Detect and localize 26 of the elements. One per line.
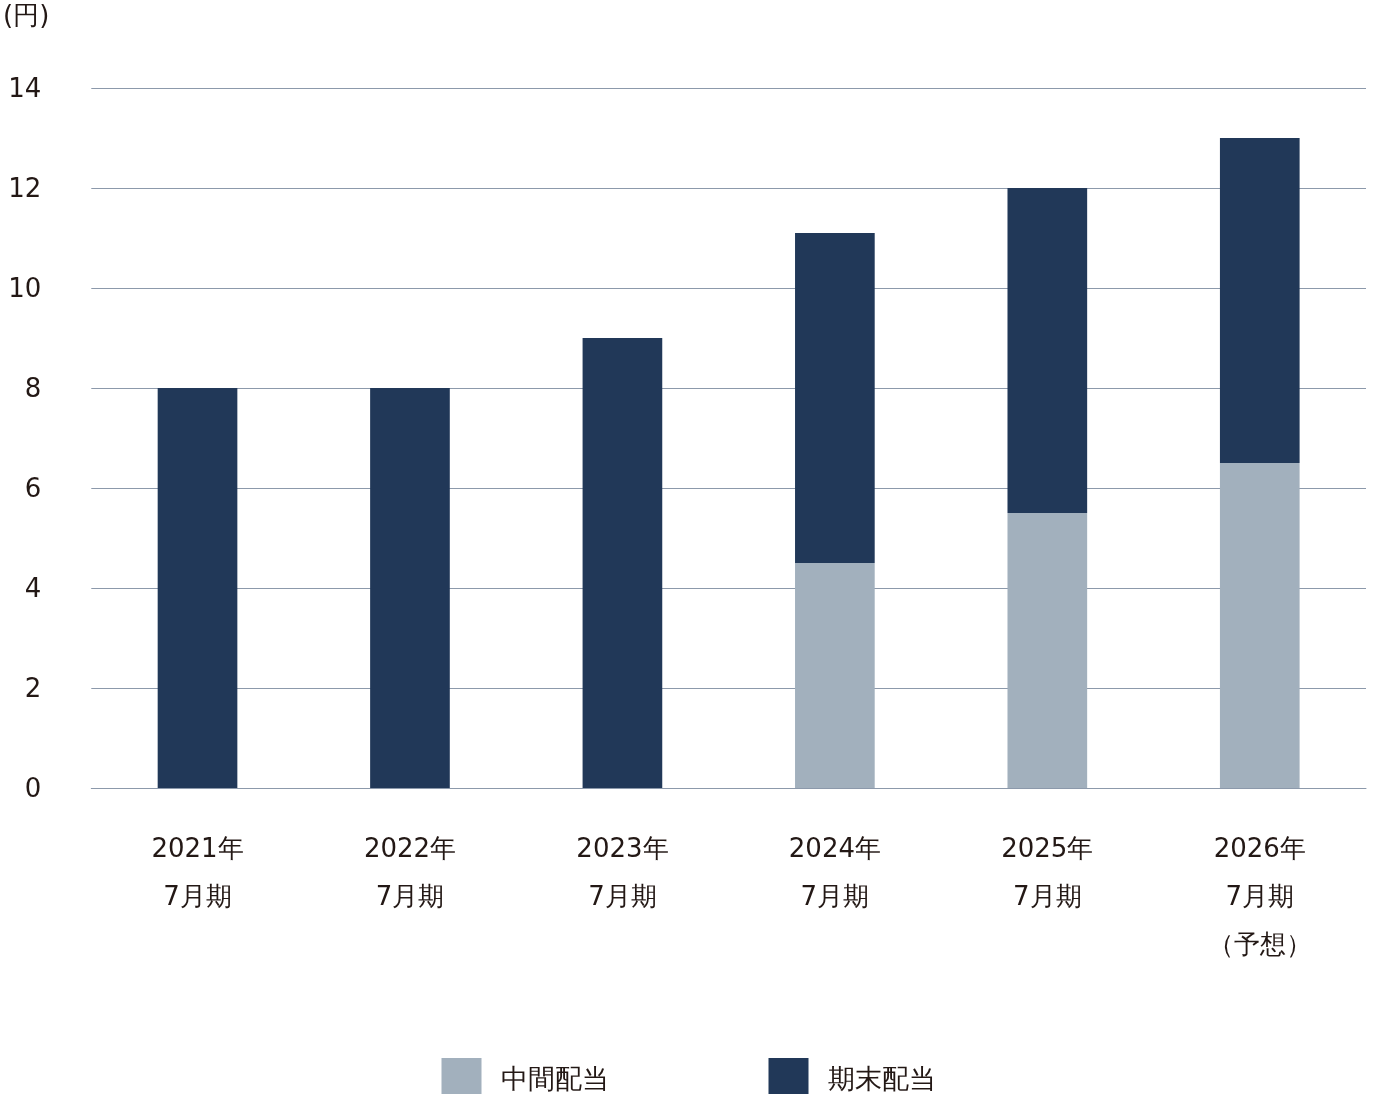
- bar: [582, 338, 663, 788]
- x-tick-label: 2026年 7月期（予想）: [1207, 833, 1312, 959]
- y-tick-label: 6: [24, 473, 42, 503]
- y-tick-label: 12: [8, 173, 42, 203]
- bar: [795, 563, 875, 788]
- x-tick-label: 2022年 7月期: [363, 833, 457, 911]
- y-axis-title: (円): [2, 0, 50, 30]
- x-tick-label: 2023年 7月期: [576, 833, 669, 911]
- y-tick-label: 8: [24, 373, 42, 403]
- bar: [1219, 463, 1300, 788]
- x-tick-label: 2025年 7月期: [1001, 833, 1094, 911]
- bar: [1007, 188, 1088, 513]
- y-tick-label: 0: [24, 773, 42, 803]
- bar: [157, 388, 238, 788]
- y-tick-label: 14: [8, 73, 42, 103]
- y-tick-label: 4: [24, 573, 42, 603]
- legend-label: 期末配当: [827, 1062, 936, 1094]
- bar: [1007, 513, 1088, 788]
- y-tick-label: 10: [8, 273, 42, 303]
- x-tick-label: 2024年 7月期: [788, 833, 881, 911]
- x-tick-label: 2021年 7月期: [151, 833, 244, 911]
- bar: [1219, 138, 1300, 463]
- y-tick-label: 2: [24, 673, 42, 703]
- bar: [795, 233, 875, 563]
- bar: [370, 388, 450, 788]
- legend-label: 中間配当: [500, 1062, 609, 1094]
